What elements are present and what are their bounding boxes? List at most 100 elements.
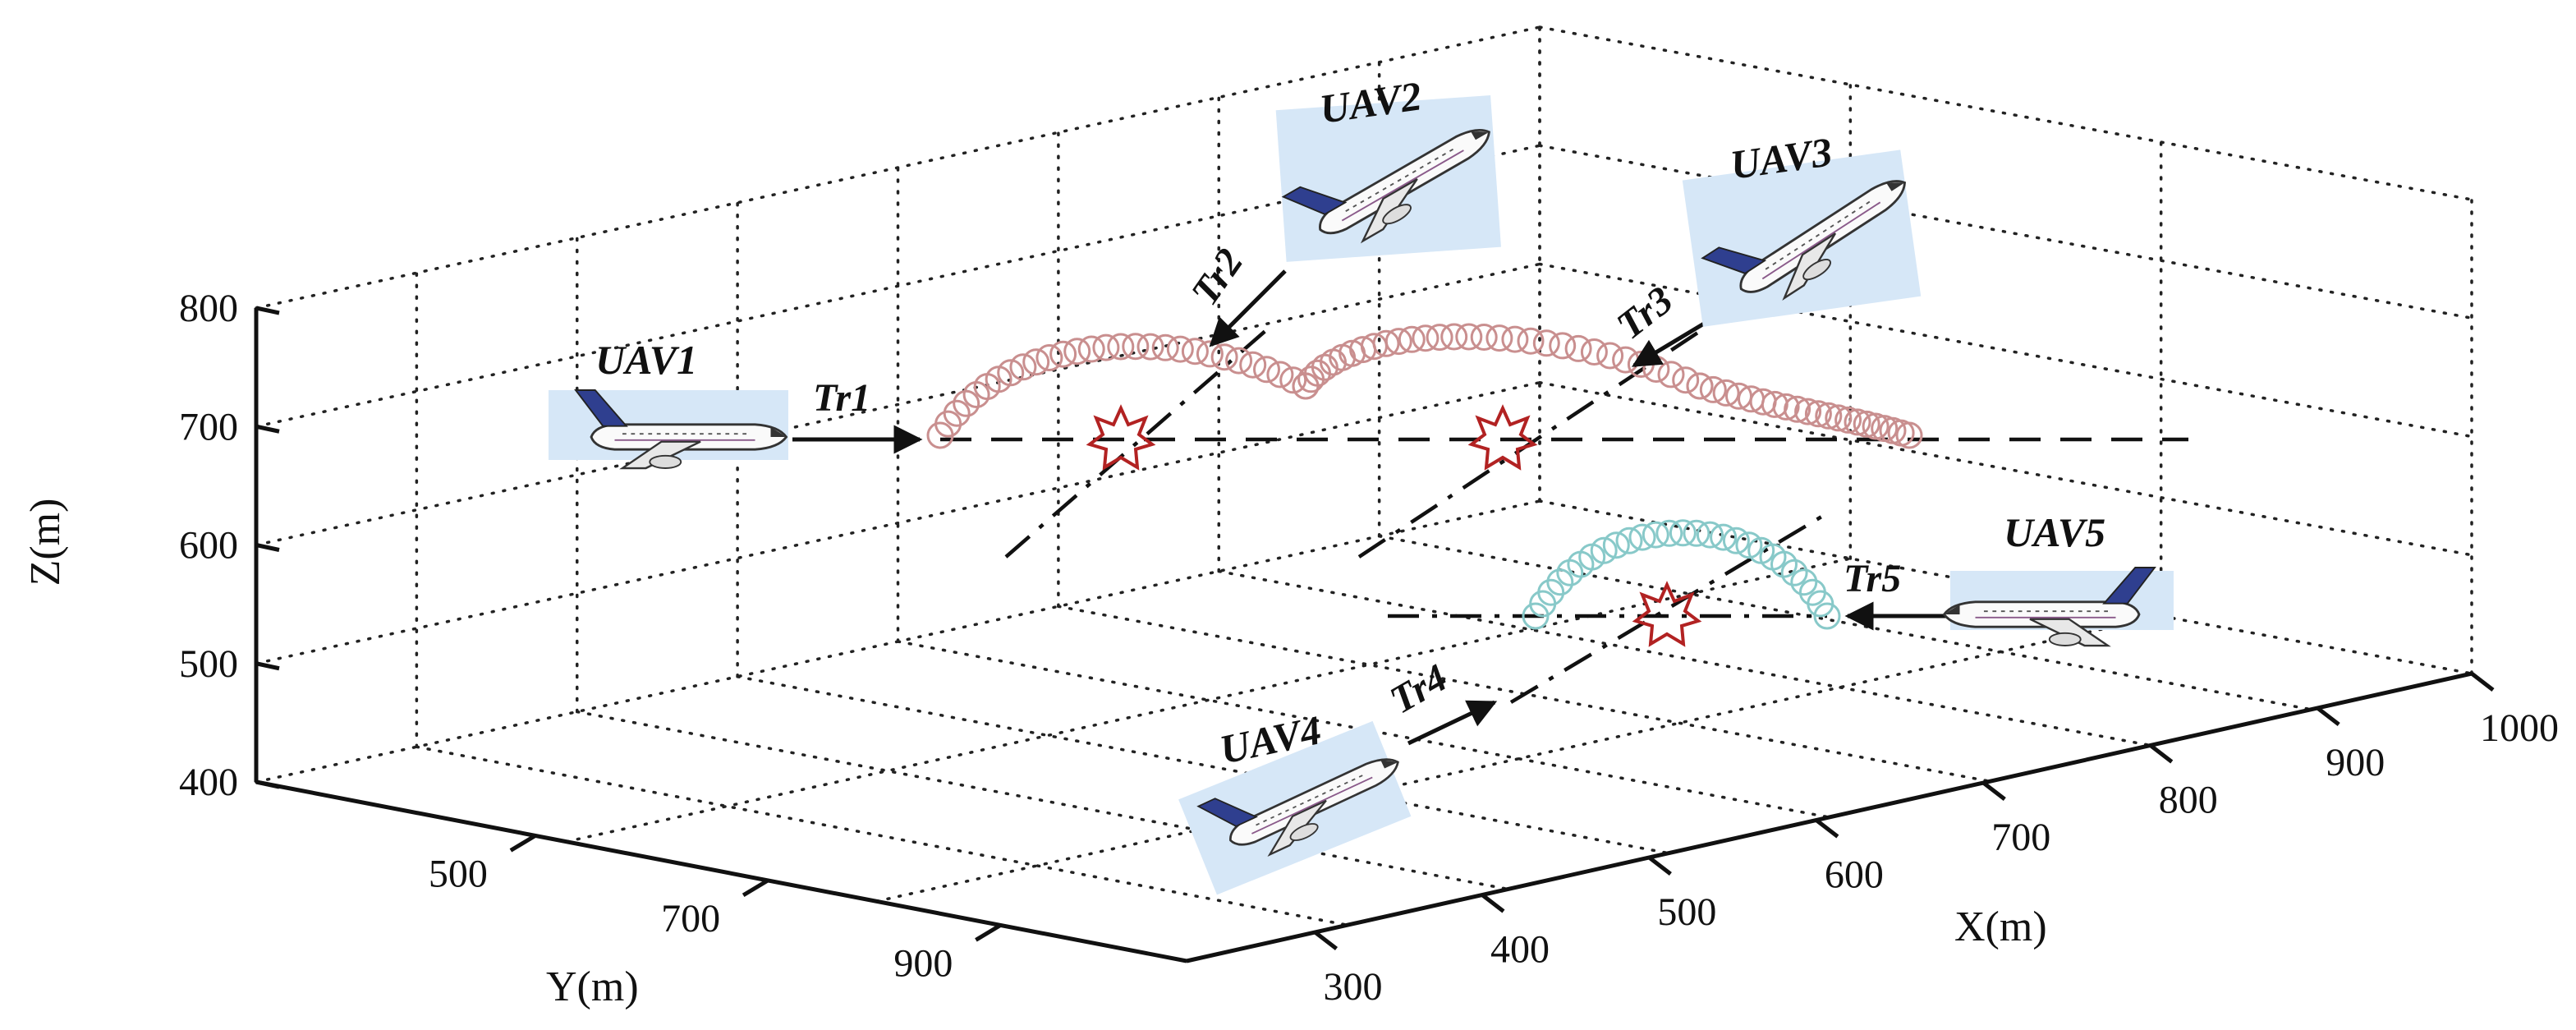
tr4-label: Tr4 <box>1383 656 1454 723</box>
path-circle <box>1770 550 1798 578</box>
path-circle <box>1699 375 1727 403</box>
path-circle <box>1825 404 1853 432</box>
path-circle <box>1470 324 1498 351</box>
path-circle <box>1063 338 1091 366</box>
x-tick-mark <box>1647 856 1672 876</box>
avoidance-path-upper <box>926 323 1923 449</box>
uav1-label: UAV1 <box>595 337 697 383</box>
grid-line <box>1538 25 2473 201</box>
path-circle <box>1615 526 1643 554</box>
path-circle <box>943 399 971 427</box>
z-tick-mark <box>255 306 280 315</box>
path-circle <box>1686 372 1714 400</box>
z-tick-labels: 800 700 600 500 400 <box>179 287 238 804</box>
x-tick-mark <box>1815 818 1839 839</box>
path-circle <box>1239 351 1267 379</box>
y-tick-label: 500 <box>429 852 488 895</box>
z-tick-label: 800 <box>179 287 238 330</box>
uav5-label: UAV5 <box>2004 509 2105 555</box>
path-circle <box>1035 344 1063 371</box>
path-circle <box>1564 334 1592 362</box>
planned-routes <box>940 323 2188 704</box>
grid-line <box>576 710 1509 891</box>
route-uav2-line <box>1004 323 1274 559</box>
path-circle <box>1485 324 1513 352</box>
uav1 <box>549 389 788 470</box>
y-tick-mark <box>742 878 769 898</box>
x-axis-title: X(m) <box>1954 904 2047 950</box>
path-circle <box>1590 536 1618 564</box>
path-circle <box>1628 523 1656 551</box>
path-circle <box>1537 578 1565 606</box>
path-circle <box>953 389 980 417</box>
path-circle <box>1642 521 1669 549</box>
path-circle <box>1532 329 1560 357</box>
path-circle <box>1009 353 1037 381</box>
path-circle <box>1815 402 1843 430</box>
path-circle <box>1712 379 1740 407</box>
x-tick-label: 800 <box>2159 779 2218 822</box>
path-circle <box>1136 333 1164 361</box>
path-circle <box>1784 395 1811 423</box>
path-circle <box>1722 526 1750 554</box>
path-circle <box>1253 356 1280 384</box>
path-circle <box>1546 568 1574 596</box>
x-tick-label: 900 <box>2326 741 2385 784</box>
path-circle <box>1398 325 1426 353</box>
grid-line <box>1538 144 2473 320</box>
path-circle <box>1455 323 1483 351</box>
y-tick-mark <box>509 834 537 853</box>
arrow-tr3 <box>1631 314 1718 368</box>
grid-line <box>736 675 1670 855</box>
path-circle <box>1853 410 1880 438</box>
path-circle <box>997 359 1025 387</box>
arrow-tr4 <box>1407 700 1498 746</box>
path-circle <box>1166 335 1194 363</box>
z-tick-mark <box>255 424 280 434</box>
path-circle <box>1862 412 1890 440</box>
x-tick-mark <box>1313 931 1339 950</box>
path-circle <box>1426 324 1453 352</box>
path-circle <box>1279 366 1307 394</box>
path-circle <box>1655 519 1683 547</box>
z-tick-mark <box>255 661 280 671</box>
tr2-label: Tr2 <box>1183 241 1252 313</box>
uav2 <box>1275 90 1506 266</box>
path-circle <box>1696 521 1724 549</box>
path-circle <box>1879 416 1907 444</box>
x-tick-mark <box>1481 893 1505 913</box>
path-circle <box>1122 333 1150 361</box>
path-circle <box>1813 602 1841 630</box>
grid-line <box>1538 262 2473 439</box>
x-tick-label: 700 <box>1991 816 2050 859</box>
axes-lines <box>254 306 2495 963</box>
path-circle <box>1683 519 1710 547</box>
path-circle <box>1311 353 1339 381</box>
path-circle <box>1022 348 1050 376</box>
x-tick-mark <box>2149 743 2174 764</box>
path-circle <box>1549 332 1577 360</box>
x-tick-labels: 300 400 500 600 700 800 900 1000 <box>1324 706 2560 1009</box>
z-tick-label: 600 <box>179 524 238 568</box>
uav3 <box>1682 142 1923 327</box>
grid-line <box>415 745 1349 927</box>
z-tick-label: 500 <box>179 642 238 686</box>
grid-line <box>255 381 1541 665</box>
y-axis-title: Y(m) <box>546 963 639 1010</box>
x-tick-mark <box>2316 706 2340 726</box>
path-circle <box>1780 559 1808 586</box>
path-circle <box>1871 415 1899 443</box>
path-circle <box>1181 338 1209 366</box>
tr3-label: Tr3 <box>1609 278 1681 348</box>
grid-line <box>1217 569 2152 747</box>
y-tick-labels: 500 700 900 <box>429 852 953 985</box>
path-circle <box>1596 342 1624 370</box>
path-circle <box>1107 333 1135 361</box>
uav5 <box>1943 566 2174 647</box>
x-tick-label: 600 <box>1825 853 1884 897</box>
grid-line <box>255 25 1541 310</box>
z-tick-mark <box>255 543 280 552</box>
grid-line <box>564 557 1853 844</box>
path-circle <box>1151 333 1179 361</box>
